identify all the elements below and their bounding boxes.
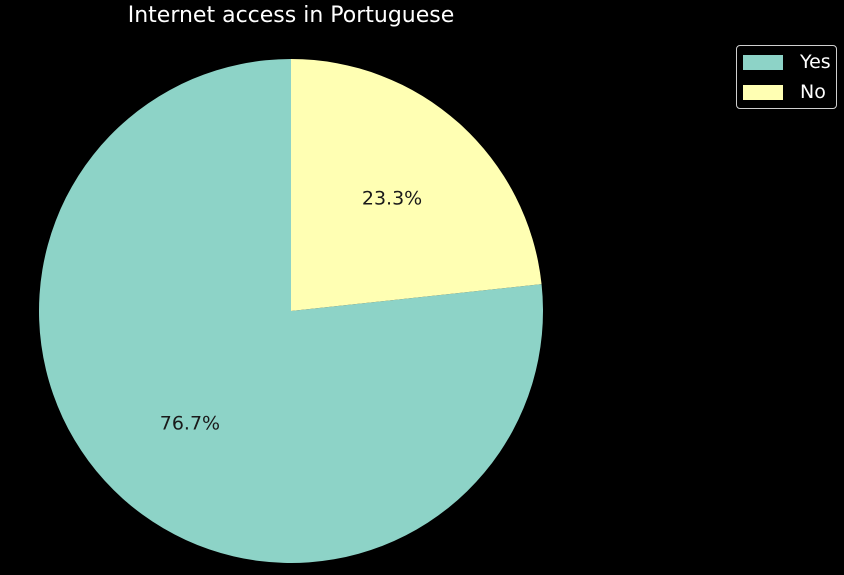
pie-label-no: 23.3% [362,188,422,210]
pie-slice-no [291,59,542,311]
legend-item-yes: Yes [743,51,831,73]
legend-item-no: No [743,81,826,103]
chart-title: Internet access in Portuguese [128,3,455,28]
pie-slices [38,59,544,563]
pie-label-yes: 76.7% [160,412,220,434]
legend-label-no: No [800,81,826,103]
legend: Yes No [736,45,837,109]
pie-slice-yes [38,59,544,563]
pie-percent-labels: 76.7% 23.3% [160,188,422,435]
legend-label-yes: Yes [800,51,831,73]
legend-swatch-yes [743,54,783,70]
legend-swatch-no [743,84,783,100]
